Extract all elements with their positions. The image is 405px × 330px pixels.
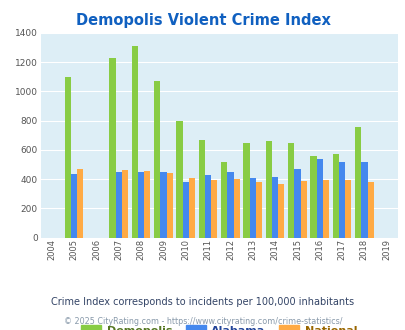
Bar bbox=[287, 143, 294, 238]
Bar bbox=[198, 140, 205, 238]
Bar bbox=[131, 46, 138, 238]
Bar bbox=[160, 172, 166, 238]
Bar bbox=[243, 143, 249, 238]
Bar bbox=[211, 180, 217, 238]
Bar bbox=[316, 159, 322, 238]
Bar bbox=[182, 182, 188, 238]
Bar bbox=[367, 182, 373, 238]
Bar bbox=[115, 172, 122, 238]
Bar bbox=[265, 141, 271, 238]
Bar bbox=[338, 162, 344, 238]
Bar bbox=[144, 171, 150, 238]
Bar bbox=[300, 182, 306, 238]
Bar bbox=[249, 178, 255, 238]
Bar bbox=[205, 176, 211, 238]
Bar bbox=[294, 169, 300, 238]
Bar bbox=[138, 172, 144, 238]
Bar bbox=[77, 169, 83, 238]
Bar bbox=[109, 58, 115, 238]
Bar bbox=[354, 126, 360, 238]
Bar bbox=[277, 184, 284, 238]
Bar bbox=[344, 180, 351, 238]
Bar bbox=[271, 177, 277, 238]
Bar bbox=[360, 162, 367, 238]
Bar bbox=[332, 153, 338, 238]
Bar bbox=[322, 180, 328, 238]
Bar bbox=[255, 182, 262, 238]
Bar bbox=[166, 173, 173, 238]
Bar bbox=[220, 162, 227, 238]
Bar bbox=[188, 179, 195, 238]
Bar bbox=[122, 170, 128, 238]
Legend: Demopolis, Alabama, National: Demopolis, Alabama, National bbox=[77, 321, 360, 330]
Text: Demopolis Violent Crime Index: Demopolis Violent Crime Index bbox=[75, 13, 330, 28]
Bar bbox=[176, 121, 182, 238]
Bar bbox=[227, 172, 233, 238]
Text: © 2025 CityRating.com - https://www.cityrating.com/crime-statistics/: © 2025 CityRating.com - https://www.city… bbox=[64, 317, 341, 326]
Text: Crime Index corresponds to incidents per 100,000 inhabitants: Crime Index corresponds to incidents per… bbox=[51, 297, 354, 307]
Bar bbox=[71, 174, 77, 238]
Bar bbox=[309, 156, 316, 238]
Bar bbox=[64, 77, 71, 238]
Bar bbox=[233, 179, 239, 238]
Bar bbox=[153, 81, 160, 238]
